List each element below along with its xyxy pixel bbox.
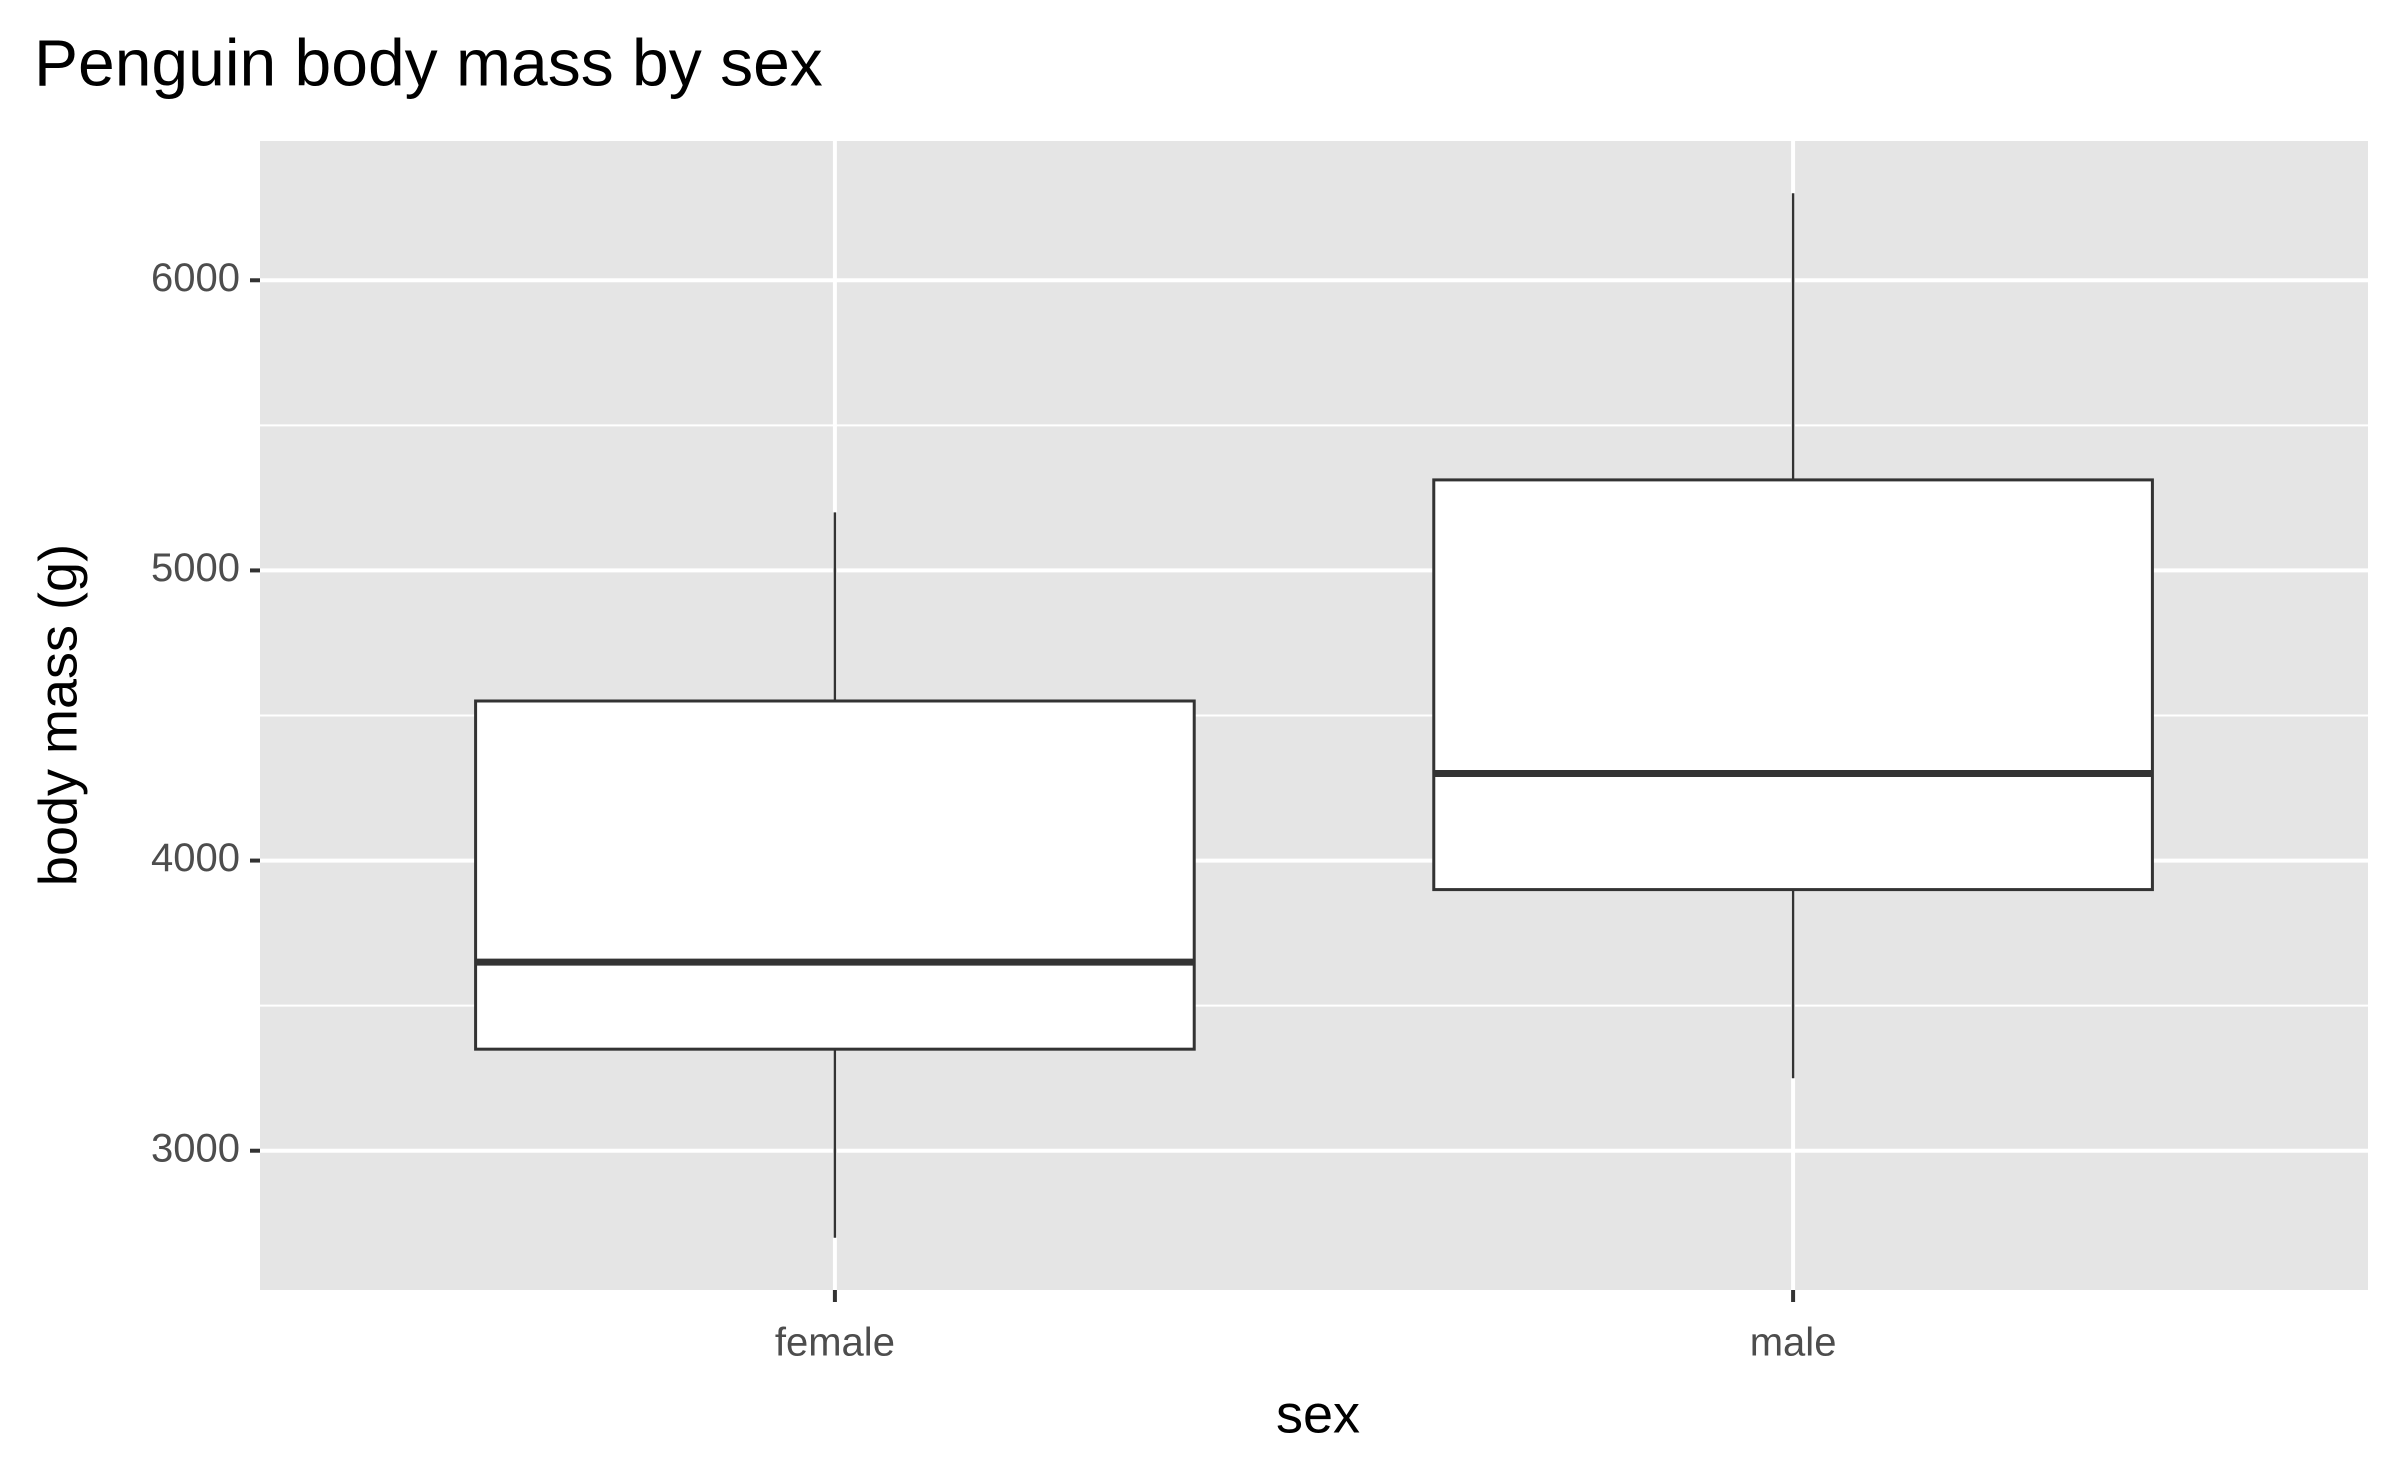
- x-tick-label: female: [775, 1321, 895, 1365]
- x-axis-title: sex: [1276, 1384, 1360, 1444]
- box: [474, 699, 1196, 1051]
- box: [1432, 478, 2154, 892]
- y-tick-label: 3000: [151, 1126, 240, 1170]
- chart-title: Penguin body mass by sex: [34, 25, 823, 99]
- y-tick-label: 6000: [151, 256, 240, 300]
- y-tick-label: 5000: [151, 546, 240, 590]
- y-tick-label: 4000: [151, 836, 240, 880]
- x-tick-label: male: [1750, 1321, 1837, 1365]
- y-axis-title: body mass (g): [28, 544, 88, 886]
